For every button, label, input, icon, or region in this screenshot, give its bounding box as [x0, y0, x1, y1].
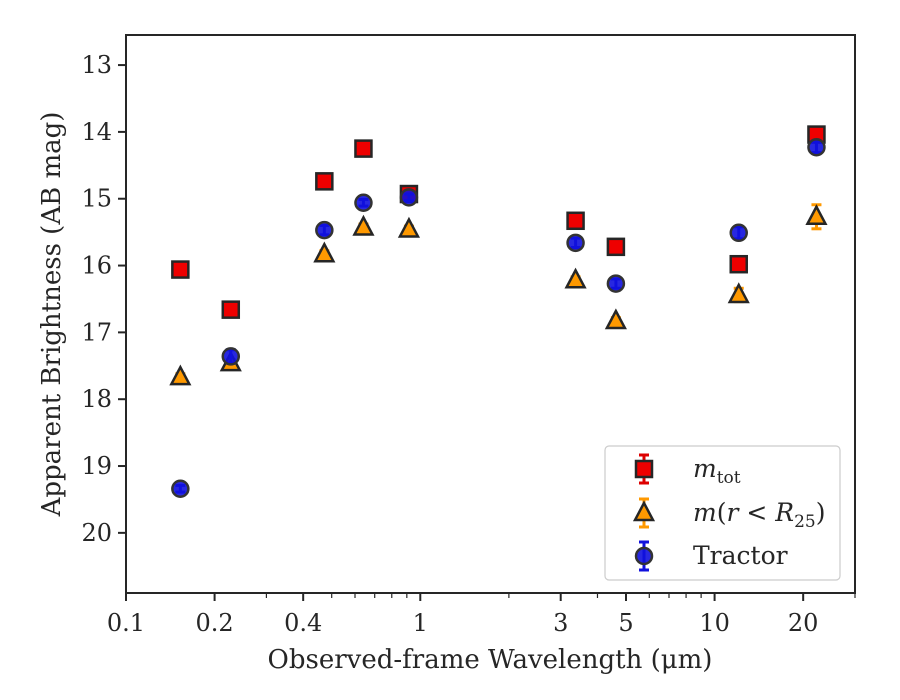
- square-data-point: [221, 300, 241, 319]
- x-axis-label: Observed-frame Wavelength (μm): [268, 645, 713, 675]
- y-tick-label: 14: [81, 118, 112, 146]
- data-marks: [169, 125, 828, 499]
- x-tick-label: 1: [413, 609, 428, 637]
- series-2: [171, 138, 826, 499]
- circle-data-point: [171, 479, 190, 499]
- legend-entry-label: Tractor: [693, 541, 788, 570]
- triangle-data-point: [604, 308, 627, 330]
- circle-data-point: [729, 223, 748, 243]
- legend-triangle-marker: [632, 500, 656, 522]
- square-data-point: [315, 172, 334, 191]
- legend-box: [604, 445, 841, 581]
- y-tick-label: 18: [81, 385, 112, 413]
- square-data-point: [354, 139, 373, 158]
- legend-circle-marker: [634, 546, 654, 566]
- x-tick-label: 3: [553, 609, 568, 637]
- x-tick-label: 5: [618, 609, 633, 637]
- y-tick-label: 17: [81, 318, 112, 346]
- triangle-data-point: [727, 282, 750, 304]
- square-data-point: [606, 237, 626, 257]
- circle-data-point: [354, 193, 373, 212]
- triangle-data-point: [352, 214, 375, 236]
- x-tick-label: 0.1: [107, 609, 145, 637]
- circle-data-point: [566, 233, 585, 253]
- triangle-data-point: [805, 204, 828, 226]
- y-tick-label: 16: [81, 252, 112, 280]
- square-data-point: [171, 260, 190, 279]
- plot-frame: [125, 34, 856, 594]
- series-1: [169, 203, 828, 386]
- y-tick-label: 15: [81, 185, 112, 213]
- square-data-point: [729, 254, 748, 274]
- circle-data-point: [807, 138, 826, 157]
- y-tick-label: 13: [81, 51, 112, 79]
- legend-entry-label: mtot: [693, 454, 741, 488]
- legend: mtot m(r < R25) Tractor: [604, 445, 841, 581]
- x-tick-label: 0.2: [196, 609, 234, 637]
- x-tick-label: 10: [699, 609, 730, 637]
- triangle-data-point: [397, 216, 421, 238]
- circle-data-point: [315, 220, 334, 240]
- legend-square-marker: [634, 459, 654, 479]
- square-data-point: [566, 211, 585, 231]
- circle-data-point: [221, 347, 241, 366]
- circle-data-point: [606, 274, 626, 293]
- axis-labels: Observed-frame Wavelength (μm) Apparent …: [37, 112, 712, 675]
- triangle-data-point: [169, 364, 192, 386]
- circle-data-point: [399, 188, 419, 207]
- y-tick-label: 19: [81, 452, 112, 480]
- legend-entry-label: m(r < R25): [693, 498, 826, 532]
- triangle-data-point: [564, 267, 587, 289]
- x-tick-label: 0.4: [284, 609, 322, 637]
- y-tick-label: 20: [81, 519, 112, 547]
- triangle-data-point: [313, 241, 336, 263]
- x-tick-label: 20: [788, 609, 819, 637]
- y-axis-label: Apparent Brightness (AB mag): [37, 112, 67, 518]
